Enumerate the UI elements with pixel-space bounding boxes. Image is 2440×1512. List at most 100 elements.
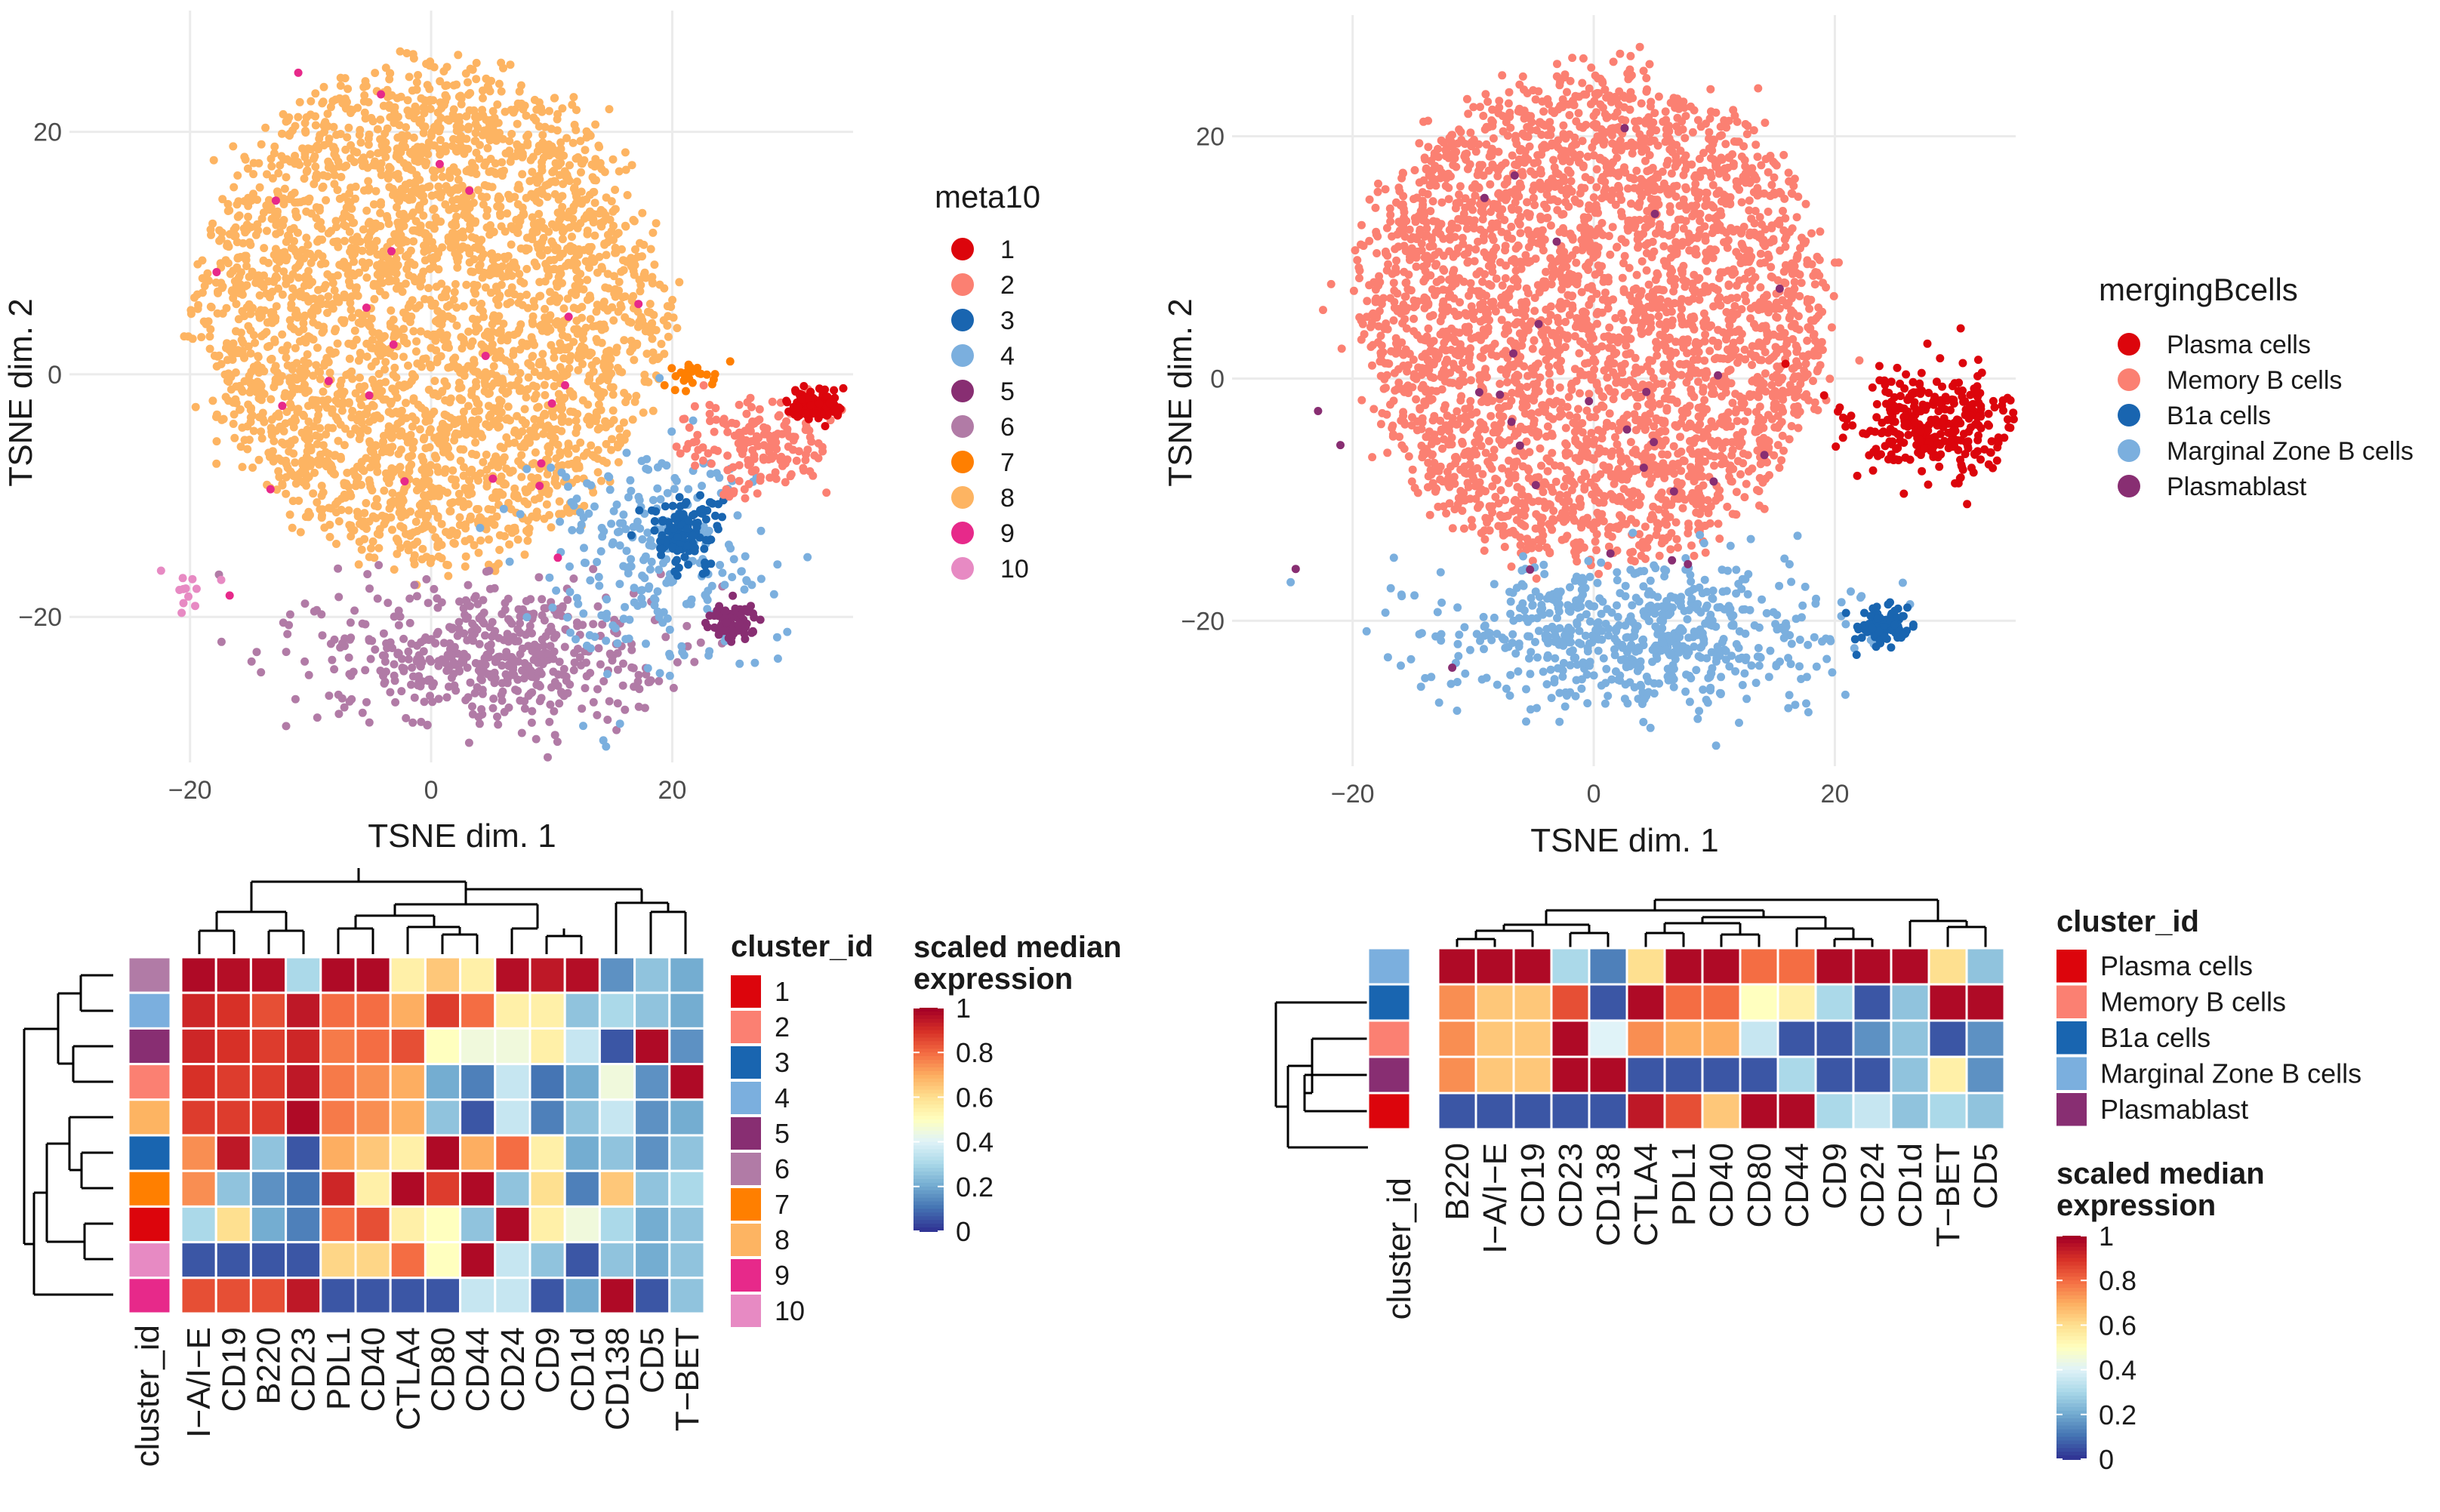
tsne-meta10-point — [282, 408, 291, 417]
tsne-meta10-point — [549, 654, 558, 664]
tsne-meta10-point — [416, 662, 425, 671]
tsne-meta10-point — [240, 152, 249, 162]
tsne-meta10-point — [245, 388, 254, 397]
tsne-meta10-point — [470, 540, 479, 550]
tsne-meta10-point — [678, 648, 687, 657]
tsne-meta10-point — [464, 738, 473, 747]
tsne-meta10-point — [300, 254, 309, 263]
tsne-merging-point — [1576, 389, 1584, 398]
tsne-meta10-point — [495, 401, 504, 410]
tsne-meta10-point — [347, 313, 356, 322]
tsne-meta10-point — [690, 402, 699, 411]
tsne-meta10-point — [436, 77, 445, 86]
tsne-meta10-point — [319, 326, 328, 335]
tsne-meta10-point — [768, 397, 777, 406]
tsne-meta10-point — [513, 228, 522, 237]
tsne-meta10-point — [502, 433, 511, 442]
tsne-meta10-point — [475, 719, 484, 728]
tsne-meta10-point — [337, 454, 345, 463]
tsne-meta10-point — [449, 105, 458, 114]
tsne-meta10-point — [243, 164, 252, 173]
tsne-meta10-point — [349, 667, 358, 676]
tsne-meta10-point — [323, 396, 332, 404]
tsne-meta10-point — [472, 321, 481, 330]
tsne-meta10-point — [304, 507, 313, 516]
tsne-meta10-point — [640, 371, 649, 379]
tsne-meta10-point — [319, 82, 328, 91]
tsne-meta10-point — [313, 498, 322, 507]
tsne-meta10-point — [402, 540, 411, 549]
tsne-meta10-point — [679, 510, 688, 519]
tsne-meta10-point — [371, 161, 380, 170]
tsne-meta10-point — [572, 274, 581, 283]
tsne-merging-points — [1286, 42, 2018, 750]
tsne-meta10-point — [282, 279, 291, 288]
tsne-meta10-point — [498, 158, 507, 167]
tsne-meta10-point — [340, 703, 349, 712]
tsne-meta10-point — [279, 618, 288, 627]
tsne-meta10-point — [583, 479, 592, 488]
tsne-meta10-point — [233, 238, 242, 247]
tsne-meta10-point — [413, 537, 422, 547]
tsne-meta10-point — [759, 423, 769, 432]
tsne-meta10-point — [445, 652, 454, 661]
tsne-meta10-point — [472, 377, 480, 386]
tsne-meta10-legend-swatch — [951, 415, 974, 438]
tsne-meta10-point — [522, 596, 531, 605]
tsne-meta10-point — [442, 63, 451, 72]
tsne-meta10-point — [310, 180, 319, 189]
tsne-meta10-point — [468, 632, 476, 641]
tsne-meta10-point — [485, 535, 493, 544]
tsne-meta10-point — [628, 415, 637, 424]
tsne-meta10-point — [337, 406, 347, 415]
tsne-meta10-point — [278, 346, 287, 355]
tsne-meta10-point — [334, 399, 343, 408]
tsne-meta10-point — [347, 109, 355, 118]
tsne-meta10-point — [773, 560, 782, 569]
tsne-meta10-point — [279, 267, 288, 276]
tsne-meta10-point — [557, 417, 566, 427]
tsne-meta10-point — [318, 505, 327, 514]
tsne-meta10-point — [523, 140, 532, 149]
tsne-meta10-point — [472, 75, 481, 84]
tsne-meta10-point — [577, 168, 585, 177]
tsne-meta10-point — [650, 601, 659, 610]
tsne-meta10-point — [212, 268, 221, 276]
tsne-meta10-point — [592, 334, 601, 343]
tsne-meta10-point — [557, 510, 566, 519]
tsne-meta10-point — [560, 371, 569, 380]
tsne-meta10-point — [313, 306, 322, 315]
tsne-meta10-point — [269, 308, 278, 317]
tsne-meta10-point — [405, 618, 414, 627]
tsne-meta10-point — [433, 358, 442, 367]
tsne-meta10-point — [288, 382, 297, 391]
tsne-meta10-point — [245, 273, 254, 282]
tsne-meta10-point — [404, 260, 413, 269]
tsne-meta10-point — [393, 94, 402, 103]
tsne-meta10-point — [474, 713, 483, 722]
tsne-meta10-point — [222, 343, 230, 353]
tsne-meta10-point — [587, 361, 596, 370]
tsne-meta10-point — [517, 728, 526, 738]
tsne-meta10-point — [294, 112, 303, 122]
tsne-meta10-point — [351, 194, 359, 203]
tsne-meta10-point — [577, 187, 586, 196]
tsne-meta10-point — [417, 273, 425, 282]
tsne-meta10-point — [300, 174, 309, 183]
tsne-meta10-point — [290, 188, 299, 197]
tsne-meta10-point — [613, 699, 622, 708]
tsne-meta10-point — [486, 410, 495, 419]
tsne-meta10-point — [402, 49, 411, 57]
tsne-meta10-point — [593, 454, 602, 463]
tsne-meta10-point — [303, 350, 312, 359]
tsne-meta10-point — [601, 365, 610, 374]
tsne-meta10-point — [569, 337, 578, 346]
tsne-meta10-point — [627, 645, 636, 654]
tsne-meta10-point — [639, 555, 649, 564]
tsne-meta10-point — [274, 454, 283, 463]
tsne-meta10-point — [585, 420, 594, 429]
tsne-meta10-point — [337, 506, 346, 514]
tsne-meta10-point — [514, 457, 523, 466]
tsne-meta10-point — [831, 408, 840, 417]
tsne-merging-point — [1486, 411, 1496, 420]
